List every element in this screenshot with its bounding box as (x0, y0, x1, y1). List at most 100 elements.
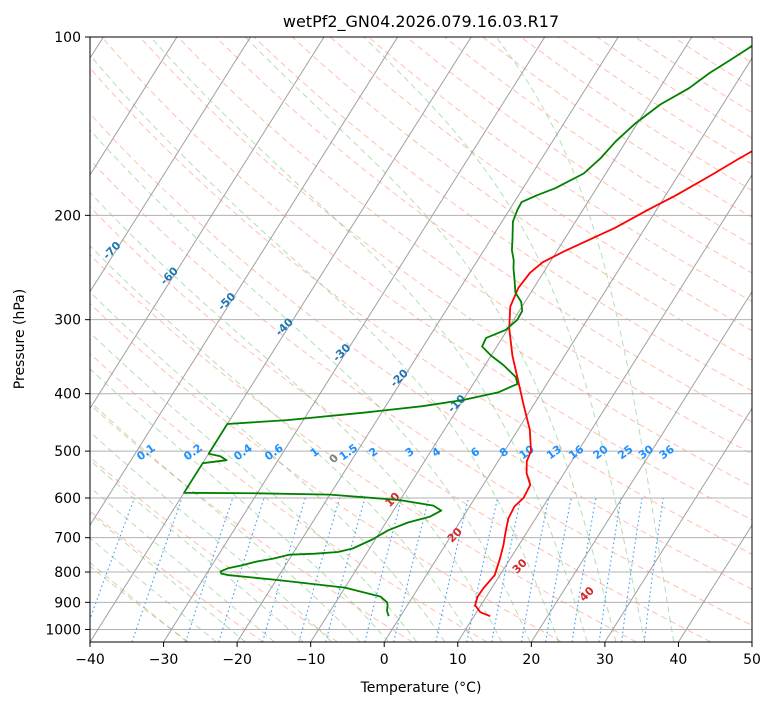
x-axis-label: Temperature (°C) (360, 680, 482, 696)
moist-adiabat-line (150, 37, 588, 642)
mixing-ratio-label: 16 (566, 442, 586, 462)
dry-adiabat-line (444, 37, 752, 246)
isotherm-gridline (310, 37, 693, 642)
dry-adiabat-line (90, 510, 264, 642)
isotherm-gridline (383, 57, 752, 642)
dry-adiabat-line (101, 37, 752, 521)
dry-adiabat-line (711, 37, 752, 64)
mixing-ratio-label: 0.4 (231, 441, 255, 463)
mixing-ratio-line (520, 497, 550, 642)
dry-adiabat-line (253, 37, 752, 392)
mixing-ratio-line (393, 497, 430, 642)
mixing-ratio-line (261, 497, 306, 642)
mixing-ratio-label: 0.2 (181, 441, 204, 463)
moist-adiabat-line (90, 331, 418, 642)
mixing-ratio-label: 30 (636, 442, 656, 462)
mixing-ratio-label: 4 (429, 445, 443, 460)
mixing-ratio-line (325, 497, 366, 642)
dry-adiabat-line (90, 67, 752, 555)
dry-adiabat-label: -70 (100, 239, 123, 262)
mixing-ratio-line (131, 497, 183, 642)
isotherm-gridline (90, 37, 325, 410)
moist-adiabat-line (90, 459, 304, 642)
dry-adiabat-line (90, 565, 189, 642)
moist-adiabat-line (244, 37, 617, 642)
mixing-ratio-line (545, 497, 572, 642)
y-axis-label: Pressure (hPa) (12, 289, 28, 389)
dry-adiabat-line (482, 37, 752, 218)
y-tick-label: 800 (54, 565, 81, 581)
mixing-ratio-label: 13 (544, 443, 564, 463)
isotherm-gridline (604, 407, 752, 642)
mixing-ratio-line (598, 497, 622, 642)
mixing-ratio-label: 3 (403, 445, 417, 460)
dry-adiabat-line (90, 159, 752, 627)
x-tick-label: −10 (296, 652, 326, 668)
y-tick-label: 900 (54, 595, 81, 611)
isotherm-gridline (90, 37, 178, 176)
mixing-ratio-line (466, 497, 499, 642)
x-tick-label: 0 (380, 652, 389, 668)
dry-adiabat-line (90, 206, 712, 642)
y-tick-label: 400 (54, 387, 81, 403)
mixing-ratio-line (491, 497, 522, 642)
dry-adiabat-line (90, 456, 339, 642)
moist-adiabat-line (90, 486, 275, 642)
mixing-ratio-label: 8 (497, 445, 511, 460)
mixing-ratio-line (643, 497, 664, 642)
dry-adiabat-line (596, 37, 752, 139)
dry-adiabat-label: -50 (215, 290, 238, 313)
y-tick-label: 1000 (45, 622, 81, 638)
moist-adiabat-line (90, 129, 531, 642)
chart-title: wetPf2_GN04.2026.079.16.03.R17 (283, 12, 559, 32)
dry-adiabat-line (634, 37, 752, 114)
x-tick-label: 30 (596, 652, 614, 668)
moist-adiabat-line (90, 537, 217, 642)
plot-frame (89, 36, 753, 643)
dry-adiabat-line (368, 37, 752, 303)
y-tick-label: 300 (54, 313, 81, 329)
dry-adiabat-line (215, 37, 752, 423)
moist-adiabat-label: 40 (577, 584, 597, 604)
moist-adiabat-line (90, 561, 188, 642)
x-tick-label: −30 (149, 652, 179, 668)
y-axis-ticks: 100 200 300 400 500 600 700 800 900 1000 (45, 30, 90, 638)
mixing-ratio-label: 36 (657, 442, 677, 462)
mixing-ratio-label: 25 (615, 443, 635, 463)
dry-adiabat-label: -60 (158, 264, 181, 287)
isotherm-gridline (457, 174, 752, 642)
y-tick-label: 500 (54, 444, 81, 460)
dry-adiabat-line (406, 37, 752, 274)
isotherm-gridline (90, 37, 251, 293)
dry-adiabat-line (558, 37, 752, 165)
x-tick-label: −20 (222, 652, 252, 668)
dry-adiabat-line (672, 37, 752, 89)
mixing-ratio-label: 0.6 (262, 441, 286, 463)
x-tick-label: 10 (449, 652, 467, 668)
profile-lines (183, 44, 752, 618)
moist-adiabat-line (90, 431, 333, 642)
dry-adiabat-label: -30 (330, 341, 353, 364)
mixing-ratio-line (571, 497, 597, 642)
x-tick-label: 50 (743, 652, 761, 668)
dry-adiabat-line (90, 112, 752, 590)
isotherm-gridline (751, 641, 752, 642)
dry-adiabat-label: -90 (0, 188, 9, 211)
moist-adiabat-line (495, 37, 675, 642)
dry-adiabat-label: -10 (445, 392, 468, 415)
mixing-ratio-line (621, 497, 643, 642)
moist-adiabat-line (90, 291, 446, 642)
x-tick-label: −40 (75, 652, 105, 668)
dry-adiabat-line (177, 37, 752, 455)
y-tick-label: 600 (54, 491, 81, 507)
isotherm-gridline (236, 37, 619, 642)
moist-adiabat-line (90, 368, 389, 642)
mixing-ratio-label: 0.1 (134, 441, 157, 463)
dry-adiabat-line (749, 37, 752, 40)
y-tick-label: 700 (54, 531, 81, 547)
dry-adiabat-line (90, 302, 562, 642)
temperature-profile-line (474, 150, 752, 618)
x-axis-ticks: −40 −30 −20 −10 0 10 20 30 40 50 (75, 642, 761, 668)
mixing-ratio-label: 6 (468, 445, 482, 460)
dry-adiabat-line (90, 254, 637, 642)
